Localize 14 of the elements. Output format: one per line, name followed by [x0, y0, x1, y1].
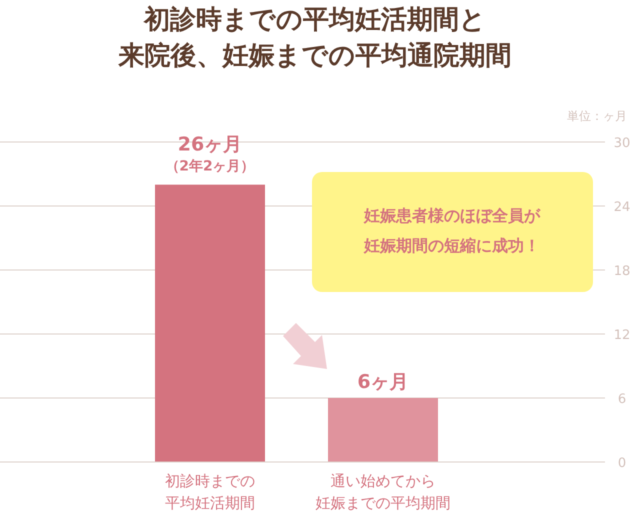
annotation: 妊娠患者様のほぼ全員が妊娠期間の短縮に成功！	[363, 206, 541, 255]
data-label: 26ヶ月	[178, 134, 242, 156]
y-tick-label: 0	[618, 456, 626, 471]
chart-title: 初診時までの平均妊活期間と来院後、妊娠までの平均通院期間	[118, 5, 512, 71]
x-tick-label: 初診時までの平均妊活期間	[165, 472, 255, 512]
text: 単位：ヶ月	[567, 109, 627, 123]
y-tick-label: 30	[614, 136, 630, 151]
y-tick-label: 12	[614, 328, 630, 343]
y-tick-label: 18	[614, 264, 630, 279]
data-label: 6ヶ月	[357, 371, 409, 393]
x-tick-label: 通い始めてから妊娠までの平均期間	[316, 472, 450, 512]
y-tick-label: 24	[614, 200, 630, 215]
annotation: （2年2ヶ月）	[165, 158, 255, 175]
y-tick-label: 6	[618, 392, 626, 407]
